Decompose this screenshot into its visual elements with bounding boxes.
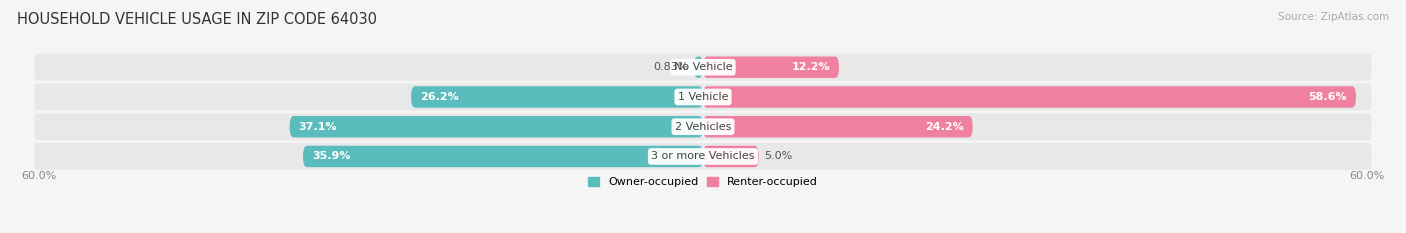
Text: 2 Vehicles: 2 Vehicles <box>675 122 731 132</box>
Text: Source: ZipAtlas.com: Source: ZipAtlas.com <box>1278 12 1389 22</box>
Text: 60.0%: 60.0% <box>21 171 56 181</box>
Text: HOUSEHOLD VEHICLE USAGE IN ZIP CODE 64030: HOUSEHOLD VEHICLE USAGE IN ZIP CODE 6403… <box>17 12 377 27</box>
Text: No Vehicle: No Vehicle <box>673 62 733 72</box>
FancyBboxPatch shape <box>411 86 703 108</box>
Text: 60.0%: 60.0% <box>1350 171 1385 181</box>
FancyBboxPatch shape <box>703 116 973 137</box>
FancyBboxPatch shape <box>703 57 839 78</box>
Text: 26.2%: 26.2% <box>420 92 458 102</box>
Text: 1 Vehicle: 1 Vehicle <box>678 92 728 102</box>
Legend: Owner-occupied, Renter-occupied: Owner-occupied, Renter-occupied <box>588 177 818 187</box>
Text: 0.83%: 0.83% <box>652 62 688 72</box>
Text: 24.2%: 24.2% <box>925 122 963 132</box>
Text: 12.2%: 12.2% <box>792 62 830 72</box>
Text: 3 or more Vehicles: 3 or more Vehicles <box>651 151 755 161</box>
FancyBboxPatch shape <box>35 113 1371 140</box>
Text: 58.6%: 58.6% <box>1309 92 1347 102</box>
FancyBboxPatch shape <box>35 54 1371 81</box>
FancyBboxPatch shape <box>703 86 1355 108</box>
FancyBboxPatch shape <box>290 116 703 137</box>
FancyBboxPatch shape <box>35 143 1371 170</box>
FancyBboxPatch shape <box>35 84 1371 110</box>
Text: 35.9%: 35.9% <box>312 151 350 161</box>
FancyBboxPatch shape <box>703 146 759 167</box>
Text: 5.0%: 5.0% <box>765 151 793 161</box>
FancyBboxPatch shape <box>302 146 703 167</box>
FancyBboxPatch shape <box>693 57 703 78</box>
Text: 37.1%: 37.1% <box>298 122 337 132</box>
